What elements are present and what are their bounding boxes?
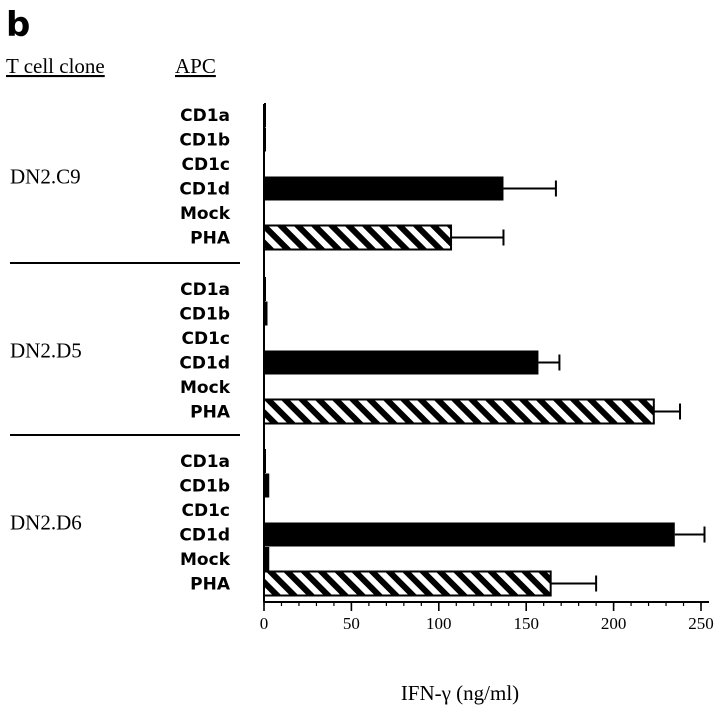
apc-label: CD1c: [182, 155, 231, 175]
apc-label: Mock: [180, 550, 231, 570]
bar-cd1a: [264, 103, 266, 127]
apc-label: CD1a: [180, 280, 230, 300]
bar-cd1a: [264, 277, 266, 301]
apc-label: PHA: [190, 229, 231, 249]
apc-label: CD1c: [182, 329, 231, 349]
apc-label: Mock: [180, 204, 231, 224]
bar-cd1d: [264, 522, 675, 547]
x-tick-label: 250: [688, 614, 714, 633]
apc-label: CD1b: [179, 131, 230, 151]
x-tick-label: 200: [601, 614, 627, 633]
x-axis-label: IFN-γ (ng/ml): [401, 681, 519, 705]
clone-label: DN2.C9: [10, 164, 81, 188]
apc-label: CD1d: [179, 180, 230, 200]
apc-label: PHA: [190, 403, 231, 423]
apc-label: CD1a: [180, 106, 230, 126]
x-tick-label: 100: [426, 614, 452, 633]
x-tick-label: 150: [513, 614, 539, 633]
clone-label: DN2.D5: [10, 338, 82, 362]
x-tick-label: 50: [343, 614, 360, 633]
bar-cd1d: [264, 350, 539, 375]
bar-mock: [264, 547, 270, 571]
x-tick-label: 0: [260, 614, 269, 633]
bar-cd1b: [264, 473, 270, 498]
apc-label: CD1c: [182, 501, 231, 521]
clone-label: DN2.D6: [10, 510, 82, 534]
bar-pha: [263, 570, 552, 597]
bar-cd1a: [264, 449, 266, 473]
bar-pha: [263, 224, 453, 251]
apc-label: CD1b: [179, 477, 230, 497]
clone-column-header: T cell clone: [6, 54, 105, 78]
bar-cd1b: [264, 301, 268, 326]
bar-pha: [263, 398, 655, 425]
plot-area: 0 50 100 150 200 250 DN2.C9 CD1a CD1b CD1c CD1d Moc…: [10, 103, 714, 633]
panel-label: b: [6, 5, 30, 45]
apc-label: CD1b: [179, 305, 230, 325]
bar-cd1b: [264, 127, 266, 152]
apc-label: CD1d: [179, 526, 230, 546]
apc-label: PHA: [190, 575, 231, 595]
apc-column-header: APC: [175, 54, 216, 78]
apc-label: CD1d: [179, 354, 230, 374]
bar-cd1d: [264, 176, 504, 201]
apc-label: CD1a: [180, 452, 230, 472]
apc-label: Mock: [180, 378, 231, 398]
